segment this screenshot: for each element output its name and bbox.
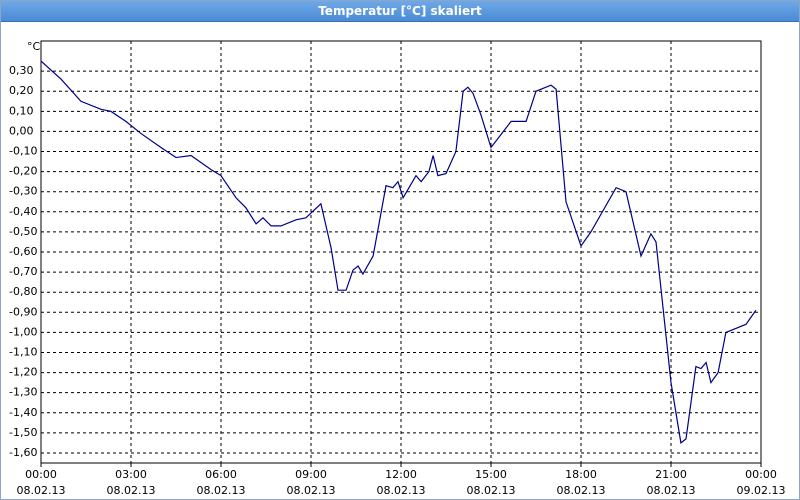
- x-tick-label: 21:00: [655, 468, 687, 481]
- x-tick-label: 00:00: [25, 468, 57, 481]
- y-tick-label: -1,50: [9, 426, 37, 439]
- y-tick-label: -1,00: [9, 325, 37, 338]
- y-tick-label: -1,40: [9, 406, 37, 419]
- chart: °C 0,30 0,20 0,10 0,00 -0,10 -0,20 -0,30 -0,40 -0…: [9, 40, 786, 497]
- y-tick-label: -1,20: [9, 366, 37, 379]
- x-tick-date: 08.02.13: [107, 484, 156, 497]
- y-tick-label: -0,60: [9, 245, 37, 258]
- x-tick-label: 00:00: [745, 468, 777, 481]
- y-unit: °C: [27, 40, 41, 53]
- x-tick-date: 08.02.13: [647, 484, 696, 497]
- x-tick-date: 09.02.13: [737, 484, 786, 497]
- x-tick-label: 18:00: [565, 468, 597, 481]
- y-tick-label: 0,20: [9, 84, 34, 97]
- x-tick-label: 12:00: [385, 468, 417, 481]
- y-tick-label: -0,20: [9, 165, 37, 178]
- y-tick-label: -1,60: [9, 446, 37, 459]
- x-tick-date: 08.02.13: [557, 484, 606, 497]
- y-tick-label: -1,30: [9, 386, 37, 399]
- y-tick-label: -0,70: [9, 265, 37, 278]
- x-tick-label: 15:00: [475, 468, 507, 481]
- y-tick-label: 0,10: [9, 104, 34, 117]
- x-tick-label: 09:00: [295, 468, 327, 481]
- data-line: [40, 60, 757, 445]
- y-tick-label: -0,30: [9, 185, 37, 198]
- y-tick-label: 0,30: [9, 64, 34, 77]
- x-tick-label: 06:00: [205, 468, 237, 481]
- x-tick-date: 08.02.13: [287, 484, 336, 497]
- x-tick-date: 08.02.13: [377, 484, 426, 497]
- x-tick-date: 08.02.13: [197, 484, 246, 497]
- y-tick-label: -0,90: [9, 305, 37, 318]
- y-tick-label: -0,80: [9, 285, 37, 298]
- x-tick-date: 08.02.13: [467, 484, 516, 497]
- x-tick-label: 03:00: [115, 468, 147, 481]
- x-tick-date: 08.02.13: [17, 484, 66, 497]
- y-tick-label: 0,00: [9, 124, 34, 137]
- y-tick-label: -0,40: [9, 205, 37, 218]
- title-bar: Temperatur [°C] skaliert: [1, 1, 799, 22]
- y-tick-label: -0,10: [9, 145, 37, 158]
- y-tick-label: -0,50: [9, 225, 37, 238]
- y-tick-label: -1,10: [9, 345, 37, 358]
